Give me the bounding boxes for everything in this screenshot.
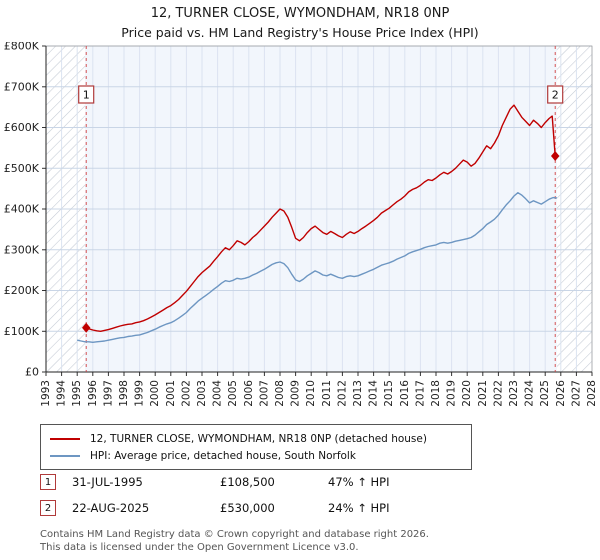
x-tick-label: 1996 — [87, 380, 99, 407]
x-tick-label: 2014 — [368, 380, 380, 407]
x-tick-label: 2000 — [149, 380, 161, 407]
x-tick-label: 2022 — [492, 380, 504, 407]
hpi-average-line — [77, 192, 557, 343]
x-tick-label: 1998 — [118, 380, 130, 407]
transaction-2-date: 22-AUG-2025 — [72, 501, 150, 515]
transaction-1-hpi-delta: 47% ↑ HPI — [328, 475, 390, 489]
x-tick-label: 1997 — [102, 380, 114, 407]
x-tick-label: 2007 — [258, 380, 270, 407]
sale-marker-diamond — [82, 322, 91, 333]
transaction-2-hpi-delta: 24% ↑ HPI — [328, 501, 390, 515]
x-tick-label: 2017 — [414, 380, 426, 407]
y-tick-label: £300K — [4, 243, 40, 256]
x-tick-label: 2009 — [290, 380, 302, 407]
x-tick-label: 2015 — [383, 380, 395, 407]
price-history-chart: 1993 1994 1995 1996 1997 1998 1999 2000 2001 2002… — [4, 42, 598, 407]
x-tick-label: 2002 — [180, 380, 192, 407]
property-price-line — [85, 104, 556, 332]
y-tick-label: £600K — [4, 121, 40, 134]
legend-item-property: 12, TURNER CLOSE, WYMONDHAM, NR18 0NP (d… — [50, 430, 462, 447]
x-tick-label: 2010 — [305, 380, 317, 407]
transaction-2-marker-box: 2 — [40, 500, 56, 516]
x-tick-label: 2025 — [539, 380, 551, 407]
x-tick-label: 2004 — [212, 380, 224, 407]
footer-line-1: Contains HM Land Registry data © Crown c… — [40, 529, 429, 540]
x-tick-label: 2023 — [508, 380, 520, 407]
transaction-2-price: £530,000 — [220, 501, 275, 515]
x-tick-label: 2021 — [477, 380, 489, 407]
x-tick-label: 2012 — [336, 380, 348, 407]
x-tick-label: 2013 — [352, 380, 364, 407]
sale-marker-box-label: 1 — [83, 89, 90, 102]
legend-swatch-property-line — [50, 437, 80, 440]
legend-label-hpi: HPI: Average price, detached house, Sout… — [90, 449, 356, 462]
transaction-1-price: £108,500 — [220, 475, 275, 489]
page-subtitle: Price paid vs. HM Land Registry's House … — [121, 25, 479, 40]
y-tick-label: £0 — [25, 366, 39, 379]
sale-marker-box — [547, 85, 564, 104]
footer-line-2: This data is licensed under the Open Gov… — [40, 542, 359, 553]
x-tick-label: 2019 — [446, 380, 458, 407]
x-tick-label: 2028 — [586, 380, 598, 407]
page-title: 12, TURNER CLOSE, WYMONDHAM, NR18 0NP — [150, 6, 450, 21]
x-tick-label: 2003 — [196, 380, 208, 407]
x-tick-label: 1993 — [40, 380, 52, 407]
sale-marker-box — [78, 85, 95, 104]
x-tick-label: 2024 — [524, 380, 536, 407]
y-tick-label: £700K — [4, 80, 40, 93]
legend-swatch-hpi-line — [50, 454, 80, 457]
x-tick-label: 2026 — [555, 380, 567, 407]
y-tick-label: £500K — [4, 162, 40, 175]
y-tick-label: £100K — [4, 325, 40, 338]
x-tick-label: 1999 — [134, 380, 146, 407]
chart-legend: 12, TURNER CLOSE, WYMONDHAM, NR18 0NP (d… — [40, 424, 472, 470]
sale-marker-diamond — [551, 151, 560, 161]
license-footer: Contains HM Land Registry data © Crown c… — [40, 528, 429, 554]
sale-marker-box-label: 2 — [552, 89, 559, 102]
x-tick-label: 2001 — [165, 380, 177, 407]
transaction-row-2: 2 22-AUG-2025 £530,000 24% ↑ HPI — [40, 500, 389, 516]
legend-label-property: 12, TURNER CLOSE, WYMONDHAM, NR18 0NP (d… — [90, 432, 427, 445]
x-tick-label: 2020 — [461, 380, 473, 407]
transaction-row-1: 1 31-JUL-1995 £108,500 47% ↑ HPI — [40, 474, 389, 490]
x-tick-label: 2016 — [399, 380, 411, 407]
x-tick-label: 1995 — [71, 380, 83, 407]
x-tick-label: 2018 — [430, 380, 442, 407]
legend-item-hpi: HPI: Average price, detached house, Sout… — [50, 447, 462, 464]
x-tick-label: 2006 — [243, 380, 255, 407]
y-tick-label: £200K — [4, 284, 40, 297]
y-tick-label: £800K — [4, 42, 40, 53]
transaction-1-marker-box: 1 — [40, 474, 56, 490]
x-tick-label: 2027 — [570, 380, 582, 407]
x-tick-label: 2008 — [274, 380, 286, 407]
y-tick-label: £400K — [4, 203, 40, 216]
transaction-1-date: 31-JUL-1995 — [72, 475, 143, 489]
x-tick-label: 2011 — [321, 380, 333, 407]
x-tick-label: 1994 — [56, 380, 68, 407]
x-tick-label: 2005 — [227, 380, 239, 407]
